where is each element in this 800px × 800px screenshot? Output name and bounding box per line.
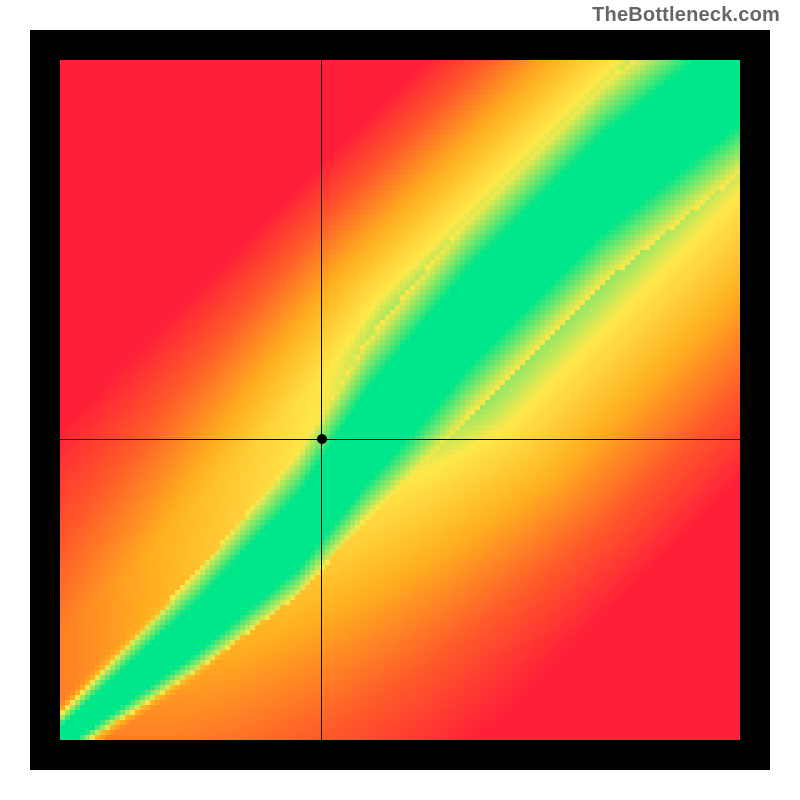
heatmap-canvas xyxy=(60,60,740,740)
crosshair-marker xyxy=(317,434,327,444)
watermark-text: TheBottleneck.com xyxy=(592,4,780,27)
crosshair-vertical xyxy=(321,60,322,740)
chart-container: TheBottleneck.com xyxy=(0,0,800,800)
crosshair-horizontal xyxy=(60,439,740,440)
